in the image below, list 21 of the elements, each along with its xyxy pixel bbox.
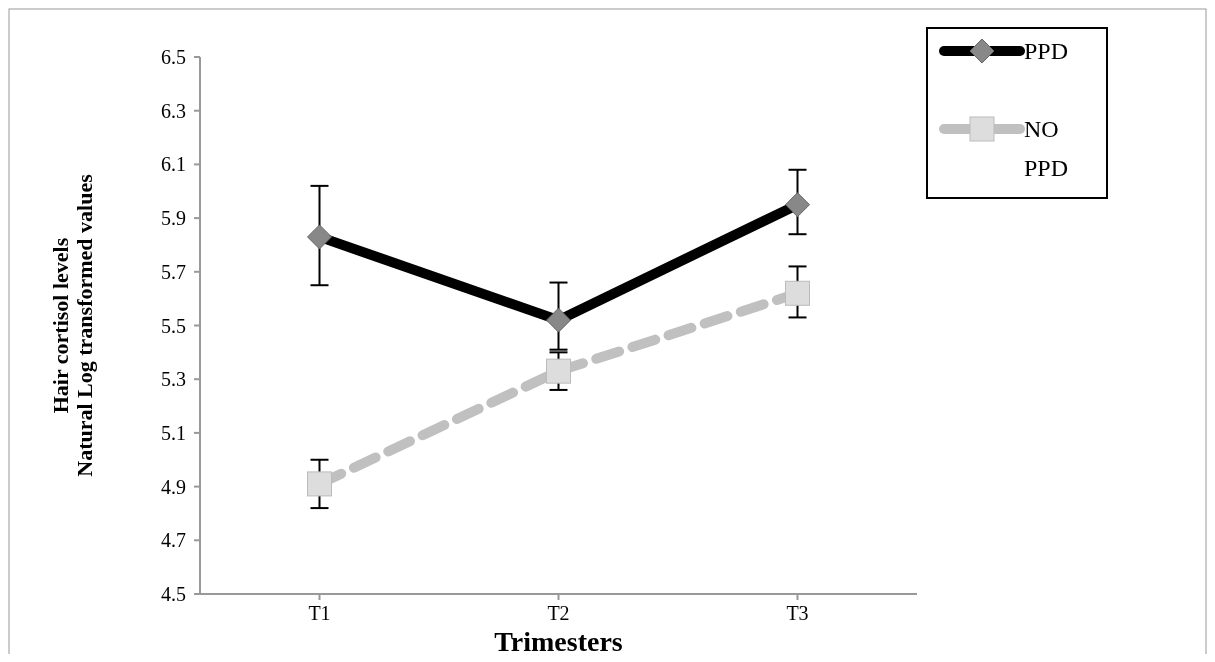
y-tick-label: 6.1 [161,153,186,176]
point [546,358,571,384]
x-tick-label: T1 [308,602,331,624]
point [307,471,332,497]
y-tick-label: 6.5 [161,46,186,68]
y-tick-label: 6.3 [161,99,186,122]
y-tick-label: 5.1 [161,421,186,444]
x-axis-title: Trimesters [494,626,623,657]
y-tick-label: 5.7 [161,260,186,283]
legend-label: NO PPD [1024,116,1069,181]
point [785,280,810,306]
y-tick-label: 4.9 [161,475,186,498]
y-tick-label: 5.5 [161,314,186,337]
y-tick-label: 5.9 [161,207,186,230]
x-tick-label: T2 [547,602,570,624]
x-tick-label: T3 [786,602,809,624]
y-tick-label: 4.5 [161,583,186,605]
y-tick-label: 4.7 [161,529,186,552]
y-tick-label: 5.3 [161,368,186,391]
y-axis-title: Hair cortisol levels Natural Log transformed values [48,173,98,477]
legend-label: PPD [1024,38,1069,65]
